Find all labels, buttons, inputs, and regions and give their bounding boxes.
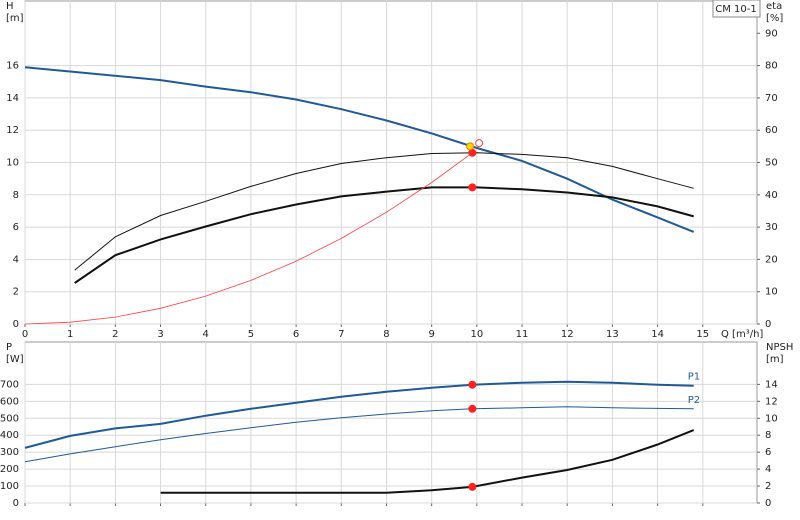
y2-tick-label: 12 bbox=[765, 396, 778, 407]
series-line bbox=[160, 429, 695, 494]
x-tick-label: 15 bbox=[696, 329, 709, 340]
y2-axis-label: [m] bbox=[766, 354, 784, 365]
marker bbox=[468, 404, 477, 413]
x-tick-label: 9 bbox=[428, 329, 434, 340]
y2-tick-label: 14 bbox=[765, 379, 778, 390]
y2-tick-label: 90 bbox=[765, 28, 778, 39]
x-tick-label: 13 bbox=[606, 329, 619, 340]
x-axis-label: Q [m³/h] bbox=[721, 329, 763, 340]
y2-tick-label: 80 bbox=[765, 61, 778, 72]
y-tick-label: 0 bbox=[13, 319, 19, 330]
series-line bbox=[24, 406, 694, 463]
title-box bbox=[712, 0, 761, 18]
marker bbox=[466, 142, 475, 151]
y-tick-label: 14 bbox=[6, 93, 19, 104]
x-tick-label: 6 bbox=[293, 329, 299, 340]
y2-tick-label: 40 bbox=[765, 190, 778, 201]
series-label: P1 bbox=[688, 372, 700, 383]
y2-axis-label: NPSH bbox=[766, 342, 793, 353]
series-line bbox=[74, 186, 694, 284]
marker bbox=[468, 380, 477, 389]
y2-axis-label: [%] bbox=[766, 13, 783, 24]
y-tick-label: 600 bbox=[0, 396, 19, 407]
x-tick-label: 2 bbox=[112, 329, 118, 340]
x-tick-label: 0 bbox=[22, 329, 28, 340]
y2-tick-label: 10 bbox=[765, 413, 778, 424]
y-axis-label: [m] bbox=[6, 13, 24, 24]
series-line bbox=[24, 66, 695, 233]
y-tick-label: 500 bbox=[0, 413, 19, 424]
x-tick-label: 1 bbox=[67, 329, 73, 340]
y-axis-label: [W] bbox=[6, 354, 24, 365]
y2-tick-label: 0 bbox=[765, 319, 771, 330]
x-tick-label: 10 bbox=[470, 329, 483, 340]
y-tick-label: 6 bbox=[13, 222, 19, 233]
series-label: P2 bbox=[688, 395, 700, 406]
y2-axis-label: eta bbox=[766, 1, 782, 12]
y-tick-label: 16 bbox=[6, 61, 19, 72]
y2-tick-label: 10 bbox=[765, 287, 778, 298]
plot-frame bbox=[24, 341, 758, 504]
y-axis-label: H bbox=[6, 1, 14, 12]
series-line bbox=[24, 152, 473, 325]
y-tick-label: 200 bbox=[0, 464, 19, 475]
y2-tick-label: 50 bbox=[765, 158, 778, 169]
y2-tick-label: 6 bbox=[765, 447, 771, 458]
y-tick-label: 10 bbox=[6, 158, 19, 169]
y2-tick-label: 4 bbox=[765, 464, 771, 475]
y2-tick-label: 2 bbox=[765, 481, 771, 492]
series-line bbox=[24, 380, 694, 449]
x-tick-label: 3 bbox=[157, 329, 163, 340]
y-tick-label: 12 bbox=[6, 125, 19, 136]
series-line bbox=[74, 152, 694, 271]
chart-title: CM 10-1 bbox=[715, 4, 756, 15]
y2-tick-label: 30 bbox=[765, 222, 778, 233]
y2-tick-label: 8 bbox=[765, 430, 771, 441]
marker bbox=[468, 148, 477, 157]
y2-tick-label: 70 bbox=[765, 93, 778, 104]
y-tick-label: 700 bbox=[0, 379, 19, 390]
marker bbox=[468, 482, 477, 491]
y2-tick-label: 20 bbox=[765, 254, 778, 265]
y2-tick-label: 0 bbox=[765, 498, 771, 509]
y-axis-label: P bbox=[6, 342, 12, 353]
x-tick-label: 4 bbox=[203, 329, 209, 340]
x-tick-label: 5 bbox=[248, 329, 254, 340]
marker bbox=[475, 139, 484, 148]
x-tick-label: 14 bbox=[651, 329, 664, 340]
y-tick-label: 400 bbox=[0, 430, 19, 441]
y-tick-label: 4 bbox=[13, 254, 19, 265]
y-tick-label: 8 bbox=[13, 190, 19, 201]
x-tick-label: 8 bbox=[383, 329, 389, 340]
y-tick-label: 0 bbox=[13, 498, 19, 509]
x-tick-label: 12 bbox=[561, 329, 574, 340]
y-tick-label: 100 bbox=[0, 481, 19, 492]
y-tick-label: 300 bbox=[0, 447, 19, 458]
marker bbox=[468, 183, 477, 192]
y-tick-label: 2 bbox=[13, 287, 19, 298]
x-tick-label: 11 bbox=[516, 329, 529, 340]
x-tick-label: 7 bbox=[338, 329, 344, 340]
y2-tick-label: 60 bbox=[765, 125, 778, 136]
